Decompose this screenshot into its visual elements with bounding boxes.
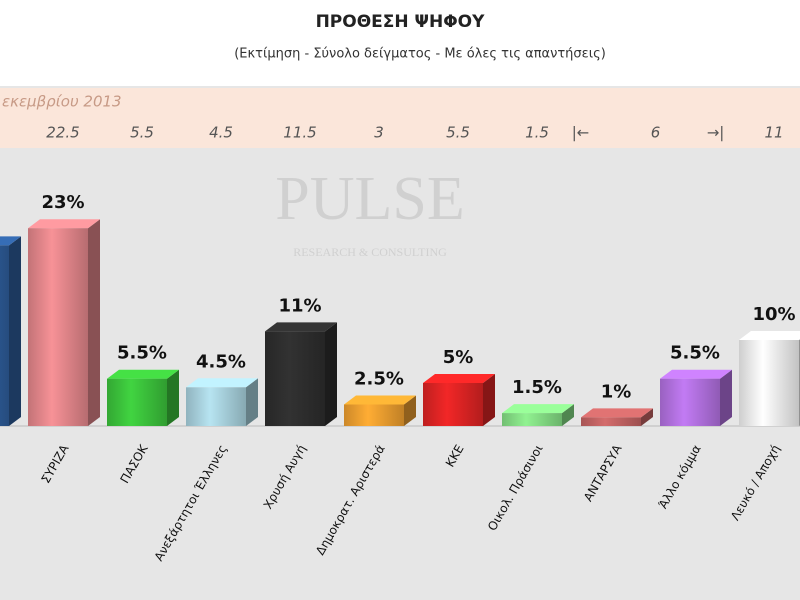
- bar-side: [404, 395, 416, 426]
- bar-top: [265, 322, 337, 332]
- bar-side: [9, 236, 21, 426]
- bar: [28, 228, 88, 426]
- plot-background: [0, 86, 800, 600]
- bar: [344, 404, 404, 426]
- bar: [265, 331, 325, 426]
- bar-top: [0, 236, 21, 246]
- bar-top: [502, 404, 574, 414]
- previous-value: 5.5: [130, 124, 154, 142]
- bar-side: [562, 404, 574, 426]
- previous-value: 11.5: [283, 124, 316, 142]
- value-label: 10%: [752, 304, 795, 325]
- previous-value: 22.5: [46, 124, 79, 142]
- bar-top: [739, 331, 800, 340]
- value-label: 5.5%: [117, 343, 167, 364]
- period-label: εκεμβρίου 2013: [2, 93, 122, 111]
- previous-value: 11: [764, 124, 783, 142]
- bar-side: [641, 408, 653, 426]
- value-label: 1%: [601, 381, 632, 402]
- bar-top: [660, 369, 732, 379]
- previous-combined-value: 6: [651, 124, 661, 142]
- bar: [107, 378, 167, 426]
- bar: [581, 417, 641, 426]
- bar: [739, 340, 799, 426]
- watermark-subtitle: RESEARCH & CONSULTING: [293, 245, 447, 259]
- bar: [186, 387, 246, 426]
- bar-top: [581, 408, 653, 418]
- chart-subtitle: (Εκτίμηση - Σύνολο δείγματος - Με όλες τ…: [234, 47, 606, 62]
- value-label: 5.5%: [670, 343, 720, 364]
- bar-side: [325, 322, 337, 426]
- bar-top: [107, 369, 179, 379]
- bar-top: [186, 378, 258, 388]
- bar-top: [344, 395, 416, 405]
- bar-side: [88, 219, 100, 426]
- previous-combined-left: |←: [572, 124, 590, 142]
- previous-value: 5.5: [446, 124, 470, 142]
- bar-top: [423, 374, 495, 383]
- bar-top: [28, 219, 100, 229]
- bar-side: [483, 374, 495, 426]
- bar-side: [167, 369, 179, 426]
- bar-side: [720, 369, 732, 426]
- bar-side: [246, 378, 258, 426]
- bar: [660, 378, 720, 426]
- previous-value: 1.5: [525, 124, 549, 142]
- previous-combined-right: →|: [707, 124, 725, 142]
- value-label: 23%: [41, 192, 84, 213]
- value-label: 1.5%: [512, 377, 562, 398]
- value-label: 4.5%: [196, 351, 246, 372]
- value-label: 11%: [278, 295, 321, 316]
- period-band: [0, 88, 800, 148]
- previous-value: 3: [374, 124, 384, 142]
- bar: [0, 245, 9, 426]
- value-label: 2.5%: [354, 369, 404, 390]
- chart-title: ΠΡΟΘΕΣΗ ΨΗΦΟΥ: [316, 12, 486, 32]
- previous-value: 4.5: [209, 124, 233, 142]
- bar: [502, 413, 562, 426]
- bar: [423, 383, 483, 426]
- value-label: 5%: [443, 347, 474, 368]
- watermark-title: PULSE: [275, 165, 464, 233]
